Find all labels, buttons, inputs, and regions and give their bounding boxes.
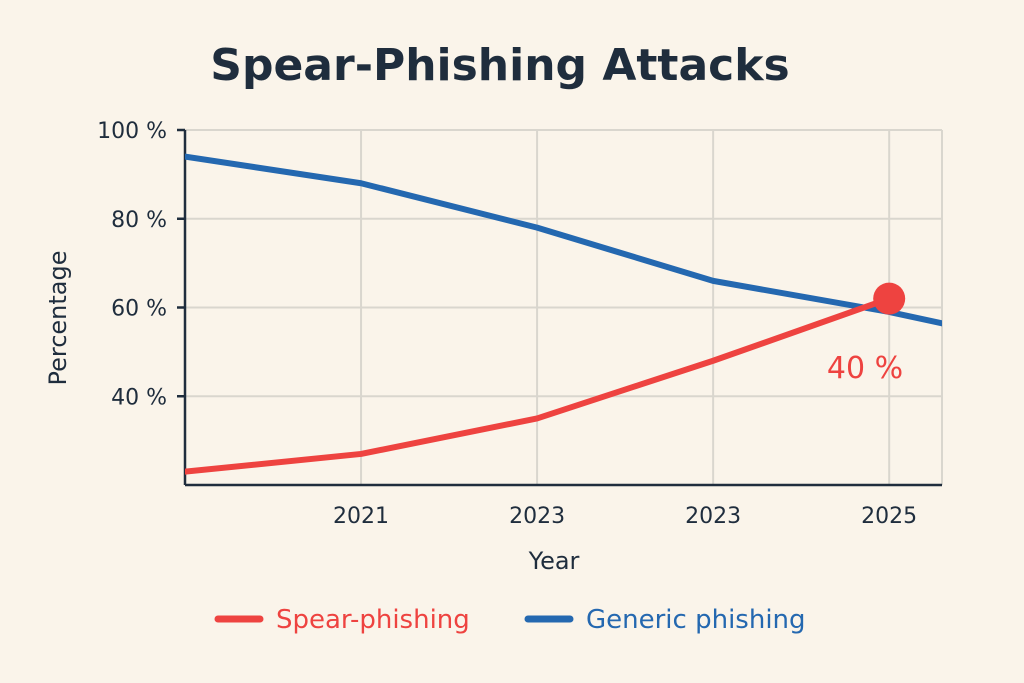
x-tick-label: 2025: [861, 504, 917, 529]
highlight-point: [873, 282, 906, 315]
legend-label: Generic phishing: [586, 605, 806, 635]
x-tick-label: 2023: [685, 504, 741, 529]
y-tick-label: 80 %: [111, 208, 167, 233]
series-line-spear-phishing: [185, 295, 893, 475]
series-line-generic-phishing: [185, 153, 942, 327]
x-tick-label: 2023: [509, 504, 565, 529]
series-lines: [185, 153, 942, 475]
legend: Spear-phishing Generic phishing: [214, 605, 806, 635]
x-tick-label: 2021: [333, 504, 389, 529]
y-axis-ticks: 40 % 60 % 80 % 100 %: [97, 119, 185, 410]
highlight-markers: [873, 282, 906, 315]
y-tick-label: 40 %: [111, 385, 167, 410]
y-axis-label: Percentage: [44, 250, 72, 385]
y-tick-label: 100 %: [97, 119, 167, 144]
grid: [185, 129, 943, 485]
legend-label: Spear-phishing: [276, 605, 470, 635]
x-axis-ticks: 2021 2023 2023 2025: [333, 504, 917, 529]
chart-title: Spear-Phishing Attacks: [210, 40, 789, 91]
annotation-label: 40 %: [827, 351, 903, 386]
y-tick-label: 60 %: [111, 297, 167, 322]
x-axis-label: Year: [528, 547, 580, 575]
